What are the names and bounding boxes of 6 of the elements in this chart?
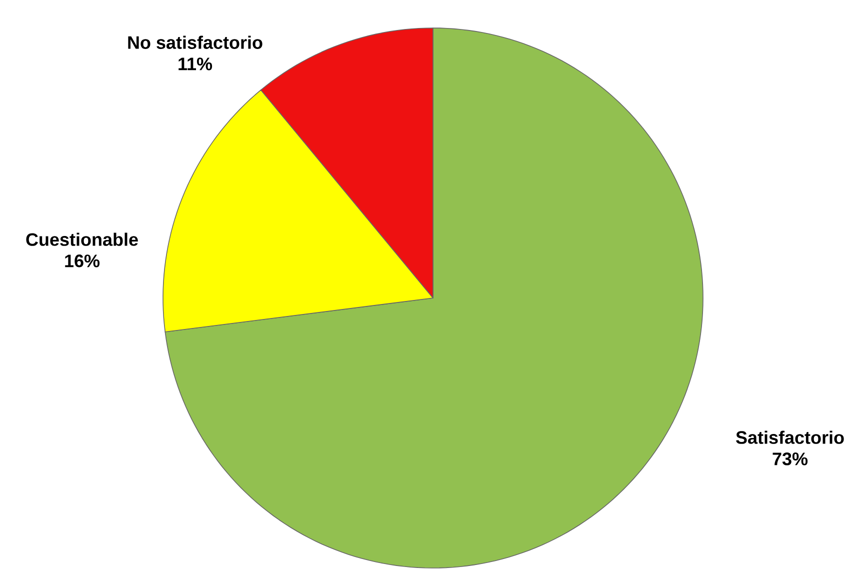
slice-label: Satisfactorio	[736, 430, 844, 444]
slice-label: No satisfactorio	[128, 36, 262, 49]
data-label: 11%	[178, 58, 212, 70]
data-label: 73%	[772, 452, 808, 466]
slice-label: Cuestionable	[26, 232, 138, 246]
data-label: 16%	[65, 254, 100, 268]
